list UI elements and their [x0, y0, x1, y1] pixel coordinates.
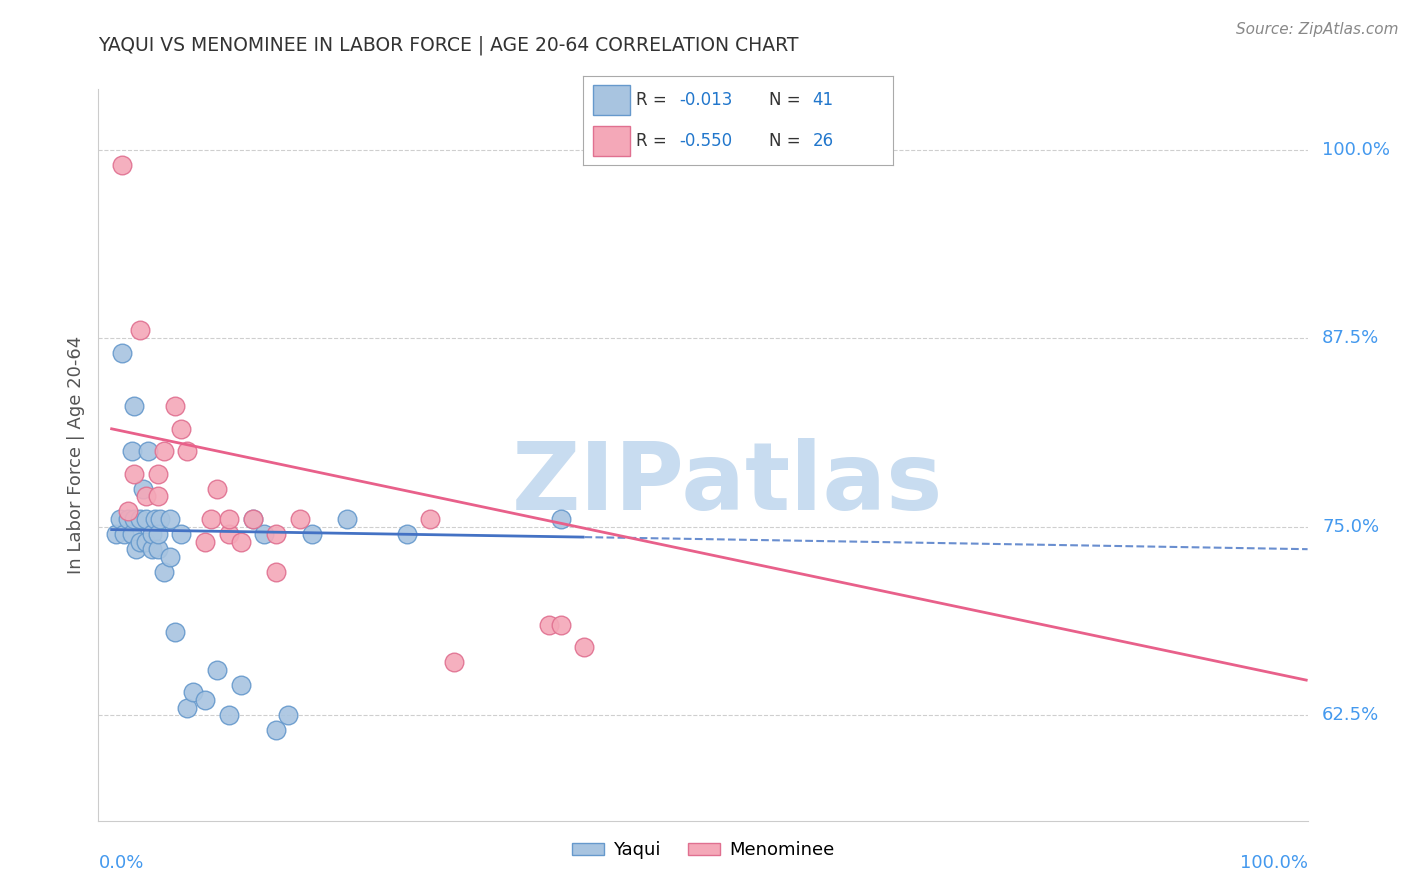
Legend: Yaqui, Menominee: Yaqui, Menominee	[564, 834, 842, 866]
Point	[135, 489, 157, 503]
Point	[443, 655, 465, 669]
Point	[550, 512, 572, 526]
Point	[129, 512, 152, 526]
Text: Source: ZipAtlas.com: Source: ZipAtlas.com	[1236, 22, 1399, 37]
Point	[537, 617, 560, 632]
Point	[105, 527, 128, 541]
Point	[242, 512, 264, 526]
Point	[122, 399, 145, 413]
Text: 87.5%: 87.5%	[1322, 329, 1379, 347]
Point	[170, 527, 193, 541]
Point	[194, 693, 217, 707]
Point	[574, 640, 596, 655]
Point	[205, 482, 228, 496]
Point	[149, 512, 172, 526]
Point	[129, 534, 152, 549]
Point	[136, 444, 159, 458]
Bar	[593, 85, 630, 115]
Point	[159, 512, 181, 526]
Point	[121, 444, 143, 458]
Point	[218, 527, 240, 541]
Point	[117, 504, 139, 518]
Point	[146, 542, 169, 557]
Point	[550, 617, 572, 632]
Point	[122, 467, 145, 481]
Point	[129, 324, 152, 338]
Point	[117, 512, 139, 526]
Point	[114, 527, 136, 541]
Text: 41: 41	[813, 91, 834, 109]
Bar	[593, 126, 630, 156]
Point	[146, 467, 169, 481]
Point	[277, 708, 299, 723]
Point	[218, 708, 240, 723]
Text: 62.5%: 62.5%	[1322, 706, 1379, 724]
Text: N =: N =	[769, 132, 806, 150]
Point	[111, 158, 134, 172]
Text: -0.013: -0.013	[679, 91, 733, 109]
Text: YAQUI VS MENOMINEE IN LABOR FORCE | AGE 20-64 CORRELATION CHART: YAQUI VS MENOMINEE IN LABOR FORCE | AGE …	[98, 36, 799, 55]
Point	[200, 512, 222, 526]
Point	[165, 625, 187, 640]
Point	[125, 542, 148, 557]
Point	[264, 527, 287, 541]
Point	[336, 512, 359, 526]
Text: R =: R =	[636, 132, 672, 150]
Point	[141, 527, 163, 541]
Point	[111, 346, 134, 360]
Y-axis label: In Labor Force | Age 20-64: In Labor Force | Age 20-64	[66, 335, 84, 574]
Point	[165, 399, 187, 413]
Text: 0.0%: 0.0%	[98, 854, 143, 871]
Point	[108, 512, 131, 526]
Point	[229, 678, 252, 692]
Point	[135, 534, 157, 549]
Point	[242, 512, 264, 526]
Point	[419, 512, 441, 526]
Point	[229, 534, 252, 549]
Point	[122, 512, 145, 526]
Text: 100.0%: 100.0%	[1240, 854, 1308, 871]
Text: R =: R =	[636, 91, 672, 109]
Point	[181, 685, 204, 699]
Text: 100.0%: 100.0%	[1322, 141, 1391, 159]
Text: 26: 26	[813, 132, 834, 150]
Point	[395, 527, 418, 541]
Point	[288, 512, 311, 526]
Point	[146, 527, 169, 541]
Text: -0.550: -0.550	[679, 132, 733, 150]
Text: ZIPatlas: ZIPatlas	[512, 438, 943, 530]
Point	[170, 421, 193, 435]
Point	[152, 565, 174, 579]
Point	[301, 527, 323, 541]
Point	[176, 444, 198, 458]
Text: N =: N =	[769, 91, 806, 109]
Text: 75.0%: 75.0%	[1322, 517, 1379, 535]
Point	[141, 542, 163, 557]
Point	[194, 534, 217, 549]
Point	[218, 512, 240, 526]
Point	[132, 482, 155, 496]
Point	[159, 549, 181, 564]
Point	[121, 527, 143, 541]
Point	[205, 663, 228, 677]
Point	[143, 512, 166, 526]
Point	[152, 444, 174, 458]
Point	[253, 527, 276, 541]
Point	[146, 489, 169, 503]
Point	[176, 700, 198, 714]
Point	[264, 565, 287, 579]
Point	[135, 512, 157, 526]
Point	[264, 723, 287, 738]
